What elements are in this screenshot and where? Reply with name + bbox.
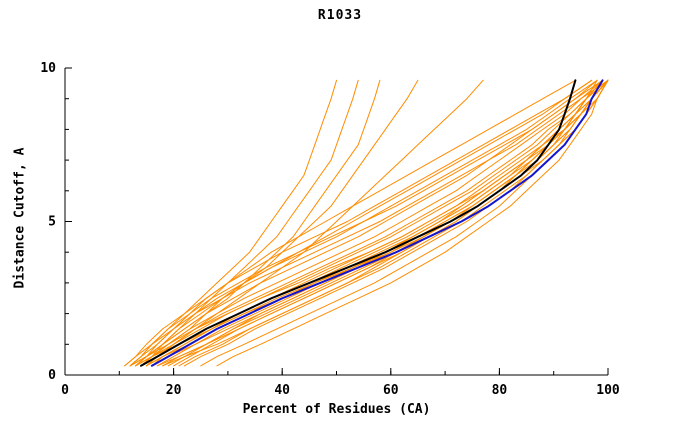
y-tick-label: 5 bbox=[48, 215, 56, 230]
x-tick-label: 60 bbox=[383, 383, 399, 398]
curve-model-28 bbox=[135, 79, 576, 367]
curve-model-22 bbox=[184, 79, 609, 367]
x-tick-label: 80 bbox=[492, 383, 508, 398]
curve-model-14 bbox=[129, 79, 609, 367]
y-tick-label: 10 bbox=[40, 61, 56, 76]
x-tick-label: 100 bbox=[596, 383, 620, 398]
curve-model-06 bbox=[129, 79, 598, 367]
x-tick-label: 0 bbox=[61, 383, 69, 398]
x-axis-label: Percent of Residues (CA) bbox=[242, 402, 431, 417]
curve-highlight-black bbox=[140, 79, 577, 367]
curve-model-07 bbox=[135, 79, 604, 367]
curve-model-21 bbox=[173, 79, 609, 367]
curve-model-20 bbox=[145, 79, 484, 367]
curve-model-16 bbox=[129, 79, 337, 367]
curve-highlight-blue bbox=[150, 79, 604, 367]
curve-model-17 bbox=[135, 79, 359, 367]
curve-model-19 bbox=[129, 79, 419, 367]
curve-model-13 bbox=[124, 79, 604, 367]
curve-model-32 bbox=[145, 79, 609, 367]
x-tick-label: 20 bbox=[166, 383, 182, 398]
x-tick-label: 40 bbox=[274, 383, 290, 398]
curve-model-24 bbox=[216, 79, 609, 367]
curve-model-31 bbox=[178, 79, 598, 367]
curve-model-11 bbox=[140, 79, 604, 367]
curve-model-29 bbox=[140, 79, 593, 367]
curve-model-04 bbox=[140, 79, 609, 367]
chart-title: R1033 bbox=[317, 8, 363, 23]
curve-model-27 bbox=[156, 79, 609, 367]
curve-model-01 bbox=[124, 79, 593, 367]
curve-model-18 bbox=[140, 79, 381, 367]
curve-model-30 bbox=[167, 79, 604, 367]
y-tick-label: 0 bbox=[48, 368, 56, 383]
